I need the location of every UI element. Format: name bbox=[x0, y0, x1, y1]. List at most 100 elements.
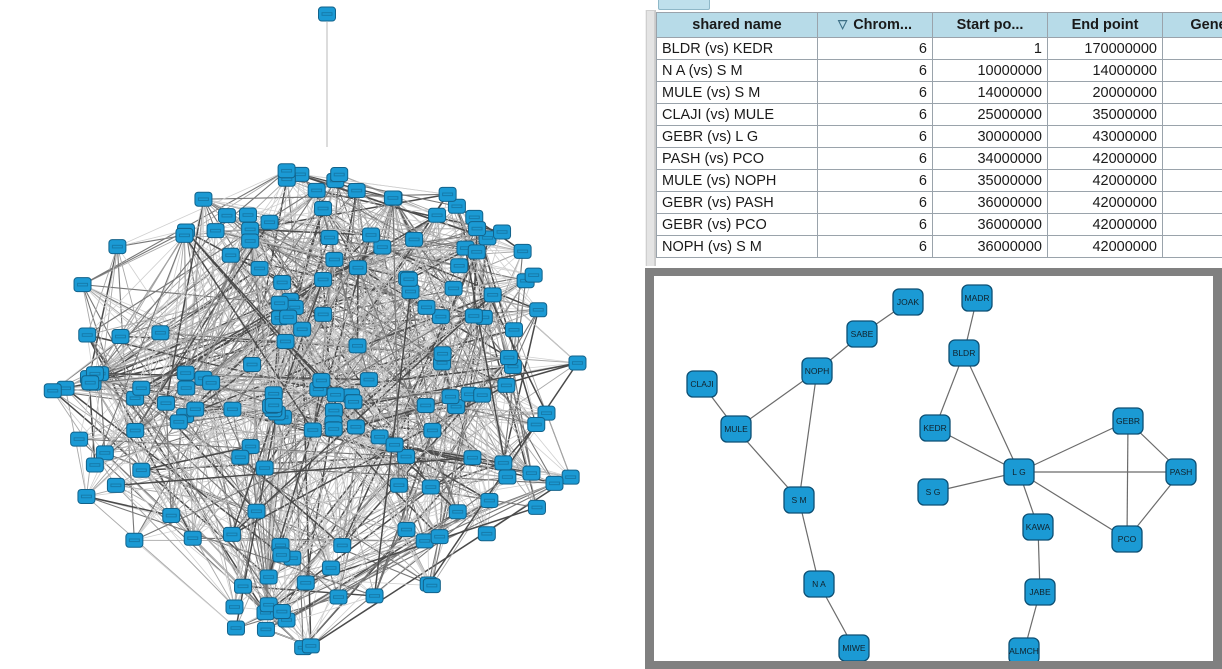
overview-network-node[interactable] bbox=[238, 207, 257, 223]
overview-network-node[interactable] bbox=[483, 287, 502, 303]
overview-network-node[interactable] bbox=[450, 258, 469, 274]
overview-network-node[interactable] bbox=[250, 260, 269, 276]
network-node-LG[interactable]: L G bbox=[1003, 458, 1035, 486]
network-node-MIWE[interactable]: MIWE bbox=[838, 634, 870, 661]
overview-network-node[interactable] bbox=[397, 522, 416, 538]
overview-network-node[interactable] bbox=[561, 469, 580, 485]
table-row[interactable]: N A (vs) S M610000000140000006.6 bbox=[656, 59, 1222, 82]
overview-network-node[interactable] bbox=[125, 532, 144, 548]
column-header-shared-name[interactable]: shared name bbox=[656, 12, 818, 38]
overview-network-node[interactable] bbox=[493, 224, 512, 240]
overview-network-node[interactable] bbox=[324, 403, 343, 419]
overview-network-node[interactable] bbox=[527, 499, 546, 515]
overview-network-node[interactable] bbox=[359, 372, 378, 388]
overview-network-node[interactable] bbox=[430, 529, 449, 545]
overview-network-node[interactable] bbox=[132, 462, 151, 478]
overview-network-node[interactable] bbox=[522, 465, 541, 481]
overview-network-node[interactable] bbox=[217, 208, 236, 224]
overview-network-node[interactable] bbox=[260, 214, 279, 230]
overview-network-node[interactable] bbox=[241, 233, 260, 249]
overview-network-node[interactable] bbox=[206, 223, 225, 239]
overview-network-node[interactable] bbox=[293, 321, 312, 337]
network-node-MULE[interactable]: MULE bbox=[720, 415, 752, 443]
network-node-MADR[interactable]: MADR bbox=[961, 284, 993, 312]
overview-network-node[interactable] bbox=[320, 230, 339, 246]
overview-network-node[interactable] bbox=[329, 589, 348, 605]
network-node-NOPH[interactable]: NOPH bbox=[801, 357, 833, 385]
overview-network-node[interactable] bbox=[318, 6, 336, 22]
network-node-JABE[interactable]: JABE bbox=[1024, 578, 1056, 606]
table-row[interactable]: GEBR (vs) L G6300000004300000016.9 bbox=[656, 125, 1222, 148]
overview-network-node[interactable] bbox=[243, 357, 262, 373]
overview-network-node[interactable] bbox=[223, 401, 242, 417]
overview-network-node[interactable] bbox=[347, 183, 366, 199]
overview-network-node[interactable] bbox=[421, 479, 440, 495]
overview-network-node[interactable] bbox=[568, 355, 587, 371]
overview-network-node[interactable] bbox=[70, 431, 89, 447]
overview-network-node[interactable] bbox=[273, 274, 292, 290]
overview-network-node[interactable] bbox=[422, 578, 441, 594]
overview-network-node[interactable] bbox=[226, 620, 245, 636]
overview-network-node[interactable] bbox=[397, 449, 416, 465]
overview-network-node[interactable] bbox=[524, 267, 543, 283]
network-node-SG[interactable]: S G bbox=[917, 478, 949, 506]
network-node-PCO[interactable]: PCO bbox=[1111, 525, 1143, 553]
overview-network-node[interactable] bbox=[399, 271, 418, 287]
scrollbar-thumb[interactable] bbox=[646, 10, 655, 268]
column-header-start-point[interactable]: Start po... bbox=[932, 12, 1048, 38]
overview-network-node[interactable] bbox=[277, 163, 296, 179]
overview-network-node[interactable] bbox=[417, 299, 436, 315]
overview-network-node[interactable] bbox=[473, 387, 492, 403]
column-header-chromosome[interactable]: ▽ Chrom... bbox=[817, 12, 933, 38]
overview-network-node[interactable] bbox=[416, 397, 435, 413]
table-row[interactable]: BLDR (vs) KEDR61170000000192.0 bbox=[656, 37, 1222, 60]
overview-network-node[interactable] bbox=[272, 547, 291, 563]
overview-network-node[interactable] bbox=[498, 469, 517, 485]
network-node-BLDR[interactable]: BLDR bbox=[948, 339, 980, 367]
table-row[interactable]: GEBR (vs) PCO636000000420000008.4 bbox=[656, 213, 1222, 236]
overview-network-node[interactable] bbox=[175, 227, 194, 243]
table-row[interactable]: GEBR (vs) PASH636000000420000008.9 bbox=[656, 191, 1222, 214]
edge-BLDR-LG[interactable] bbox=[963, 352, 1020, 473]
network-node-SM[interactable]: S M bbox=[783, 486, 815, 514]
overview-network-node[interactable] bbox=[433, 346, 452, 362]
overview-network-node[interactable] bbox=[162, 508, 181, 524]
overview-network-node[interactable] bbox=[499, 350, 518, 366]
overview-network-node[interactable] bbox=[333, 537, 352, 553]
overview-network-node[interactable] bbox=[194, 191, 213, 207]
overview-network-node[interactable] bbox=[464, 308, 483, 324]
overview-network-node[interactable] bbox=[365, 588, 384, 604]
network-node-PASH[interactable]: PASH bbox=[1165, 458, 1197, 486]
table-row[interactable]: MULE (vs) S M614000000200000007.5 bbox=[656, 81, 1222, 104]
overview-network-node[interactable] bbox=[276, 333, 295, 349]
overview-network-node[interactable] bbox=[183, 530, 202, 546]
overview-network-node[interactable] bbox=[77, 488, 96, 504]
overview-network-node[interactable] bbox=[344, 394, 363, 410]
overview-network-node[interactable] bbox=[221, 247, 240, 263]
overview-network-node[interactable] bbox=[151, 325, 170, 341]
network-node-GEBR[interactable]: GEBR bbox=[1112, 407, 1144, 435]
overview-network-node[interactable] bbox=[111, 329, 130, 345]
overview-network-node[interactable] bbox=[497, 377, 516, 393]
sort-descending-icon[interactable]: ▽ bbox=[837, 17, 848, 31]
overview-network-node[interactable] bbox=[314, 306, 333, 322]
table-tab-stub[interactable] bbox=[658, 0, 710, 10]
edge-LG-GEBR[interactable] bbox=[1018, 420, 1129, 473]
overview-network-node[interactable] bbox=[78, 327, 97, 343]
overview-network-node[interactable] bbox=[428, 207, 447, 223]
overview-network-node[interactable] bbox=[431, 309, 450, 325]
overview-network-node[interactable] bbox=[270, 295, 289, 311]
overview-network-node[interactable] bbox=[296, 575, 315, 591]
overview-network-node[interactable] bbox=[202, 375, 221, 391]
overview-network-node[interactable] bbox=[156, 395, 175, 411]
edge-SM-NA[interactable] bbox=[798, 499, 820, 585]
network-node-SABE[interactable]: SABE bbox=[846, 320, 878, 348]
overview-network-node[interactable] bbox=[108, 239, 127, 255]
overview-network-node[interactable] bbox=[362, 227, 381, 243]
overview-network-node[interactable] bbox=[325, 251, 344, 267]
overview-network-node[interactable] bbox=[314, 271, 333, 287]
overview-network-node[interactable] bbox=[95, 445, 114, 461]
overview-network-node[interactable] bbox=[312, 372, 331, 388]
overview-network-node[interactable] bbox=[73, 277, 92, 293]
overview-network-node[interactable] bbox=[346, 419, 365, 435]
